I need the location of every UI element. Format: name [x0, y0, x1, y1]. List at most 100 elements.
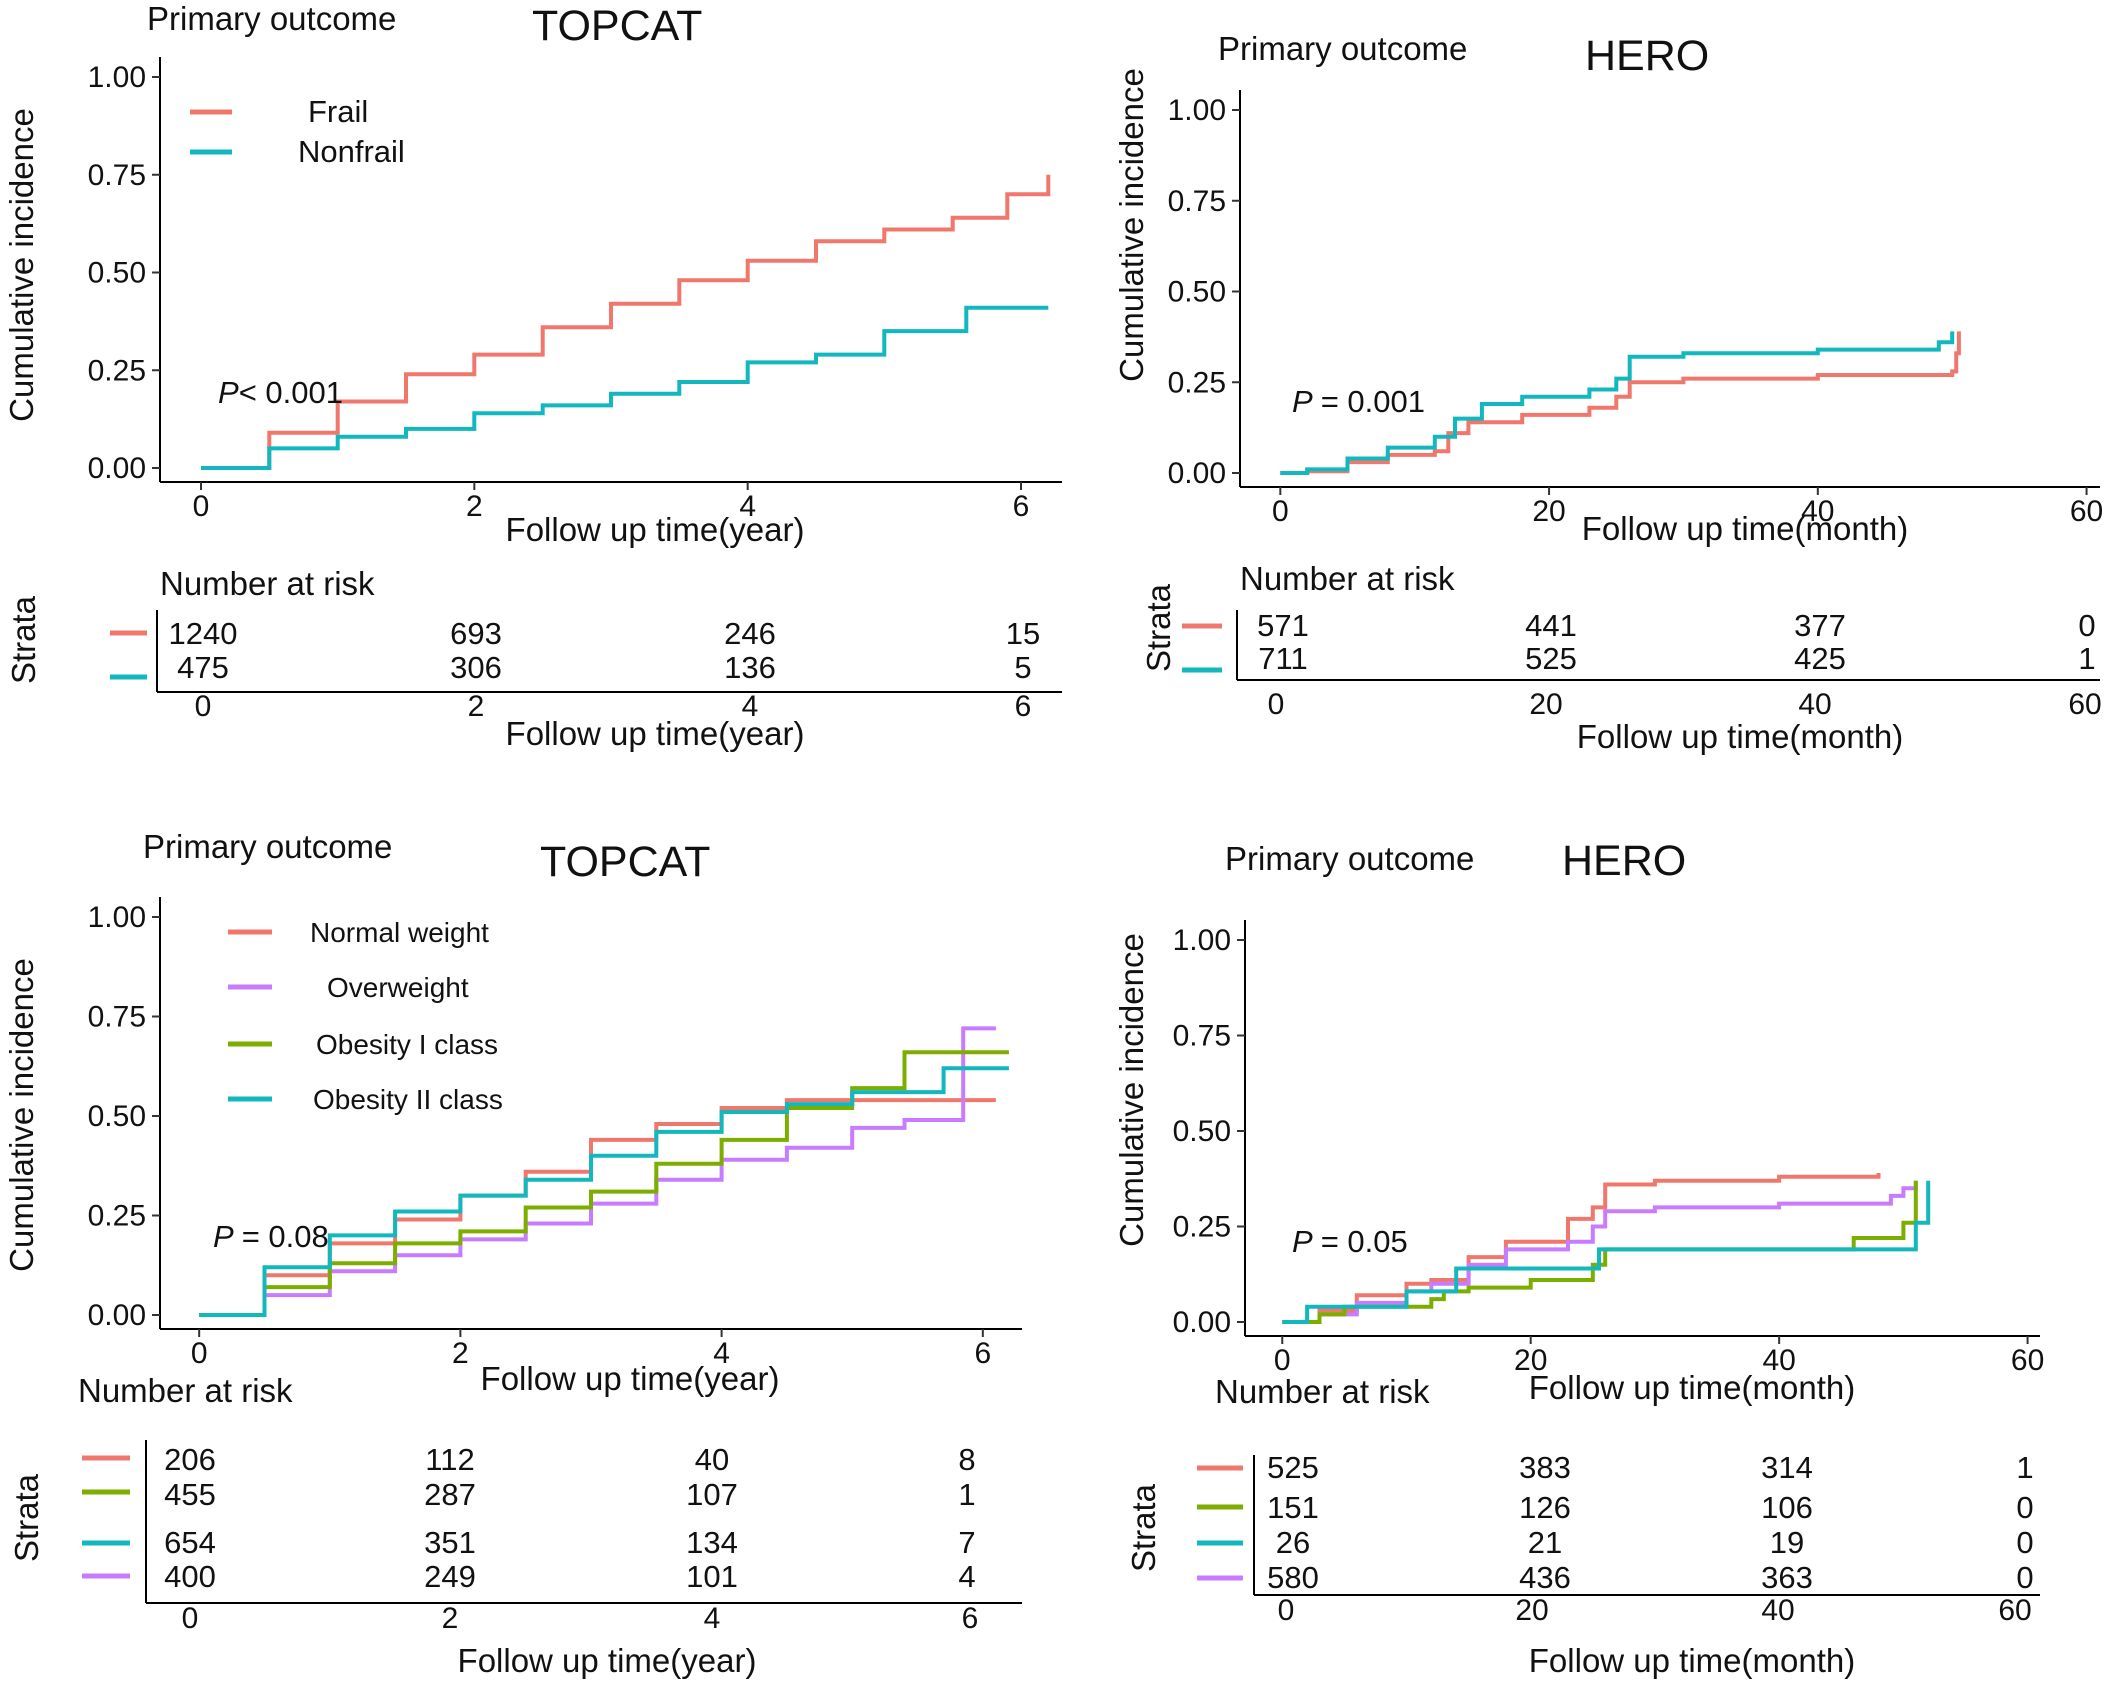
risk-d-r2-c1: 151	[1267, 1490, 1319, 1525]
y-tick-label: 0.50	[1168, 276, 1226, 309]
risk-d-r4-c1: 580	[1267, 1560, 1319, 1595]
x-tick-label: 6	[1013, 490, 1030, 523]
panel-b-ylabel: Cumulative incidence	[1113, 68, 1150, 382]
panel-b-title: HERO	[1585, 32, 1709, 80]
series-line-4	[199, 1066, 1009, 1317]
risk-c-xtick: 0	[182, 1602, 199, 1635]
risk-c-xtick: 4	[704, 1602, 721, 1635]
x-tick-label: 0	[193, 490, 210, 523]
risk-d-xtick: 60	[1998, 1594, 2031, 1627]
legend-label-overweight: Overweight	[327, 972, 469, 1003]
risk-c-r2-c4: 1	[958, 1477, 975, 1512]
y-tick-label: 0.00	[88, 452, 146, 485]
legend-label-obesity-1: Obesity I class	[316, 1029, 498, 1060]
risk-b-xtick: 40	[1798, 688, 1831, 721]
panel-a-pvalue: P< 0.001	[218, 375, 343, 410]
series-line-2	[1282, 1180, 1918, 1324]
panel-a-risk-xlabel: Follow up time(year)	[506, 715, 805, 752]
panel-a-risk-title: Number at risk	[160, 565, 375, 602]
y-tick-label: 0.25	[1173, 1211, 1231, 1244]
x-tick-label: 60	[2011, 1344, 2044, 1377]
risk-a-r1-c1: 1240	[169, 616, 238, 651]
y-tick-label: 0.00	[1173, 1306, 1231, 1339]
risk-a-xtick: 2	[468, 690, 485, 723]
y-tick-label: 0.75	[88, 159, 146, 192]
series-line-4	[1282, 1180, 1931, 1324]
panel-a-subtitle: Primary outcome	[147, 0, 396, 37]
risk-d-xtick: 40	[1761, 1594, 1794, 1627]
risk-a-r1-c4: 15	[1006, 616, 1040, 651]
panel-d-risk-table: Number at risk Strata 525 383 314 1 151 …	[1125, 1373, 2040, 1679]
risk-b-xtick: 60	[2068, 688, 2101, 721]
x-tick-label: 20	[1532, 495, 1565, 528]
risk-b-xtick: 20	[1529, 688, 1562, 721]
panel-a-pvalue-text: < 0.001	[239, 375, 343, 410]
legend-label-nonfrail: Nonfrail	[298, 134, 405, 169]
y-tick-label: 1.00	[88, 61, 146, 94]
series-line-1	[199, 1098, 996, 1317]
risk-c-r1-c4: 8	[958, 1442, 975, 1477]
risk-a-xtick: 4	[742, 690, 759, 723]
x-tick-label: 60	[2070, 495, 2103, 528]
legend-label-normal-weight: Normal weight	[310, 917, 489, 948]
series-line-2	[201, 305, 1049, 470]
panel-c-risk-table: Number at risk Strata 206 112 40 8 455 2…	[8, 1372, 1022, 1679]
risk-c-r1-c3: 40	[695, 1442, 729, 1477]
panel-c-title: TOPCAT	[540, 838, 710, 886]
risk-b-r1-c3: 377	[1794, 608, 1846, 643]
p-symbol: P	[218, 375, 239, 410]
panel-b-pvalue-text: = 0.001	[1321, 384, 1425, 419]
x-tick-label: 0	[191, 1337, 208, 1370]
risk-d-xtick: 20	[1515, 1594, 1548, 1627]
panel-a-xlabel: Follow up time(year)	[506, 511, 805, 548]
x-tick-label: 6	[974, 1337, 991, 1370]
risk-b-r2-c3: 425	[1794, 641, 1846, 676]
y-tick-label: 0.00	[88, 1299, 146, 1332]
risk-c-r4-c4: 4	[958, 1559, 975, 1594]
series-line-2	[1280, 331, 1955, 475]
y-tick-label: 0.25	[88, 1200, 146, 1233]
risk-d-r3-c4: 0	[2016, 1525, 2033, 1560]
panel-a-axes: 0.00 0.25 0.50 0.75 1.00 0 2 4 6	[88, 57, 1062, 523]
risk-d-r4-c4: 0	[2016, 1560, 2033, 1595]
risk-d-r3-c1: 26	[1276, 1525, 1310, 1560]
panel-b-axes: 0.00 0.25 0.50 0.75 1.00 0 20 40 60	[1168, 90, 2103, 528]
panel-b-subtitle: Primary outcome	[1218, 30, 1467, 67]
risk-b-r1-c4: 0	[2078, 608, 2095, 643]
panel-b-risk-title: Number at risk	[1240, 560, 1455, 597]
risk-d-r3-c3: 19	[1770, 1525, 1804, 1560]
risk-a-r2-c2: 306	[450, 650, 502, 685]
panel-a-legend: Frail Nonfrail	[190, 94, 405, 169]
risk-a-xtick: 6	[1015, 690, 1032, 723]
x-tick-label: 2	[466, 490, 483, 523]
panel-c-legend: Normal weight Overweight Obesity I class…	[228, 917, 503, 1115]
panel-a-strata-label: Strata	[5, 595, 42, 684]
y-tick-label: 0.75	[88, 1001, 146, 1034]
p-symbol: P	[213, 1219, 234, 1254]
x-tick-label: 40	[1801, 495, 1834, 528]
risk-c-r1-c2: 112	[425, 1442, 474, 1477]
risk-c-r3-c2: 351	[424, 1525, 476, 1560]
risk-d-r1-c4: 1	[2016, 1450, 2033, 1485]
panel-d-xlabel: Follow up time(month)	[1529, 1369, 1855, 1406]
panel-a-ylabel: Cumulative incidence	[3, 108, 40, 422]
panel-b-strata-label: Strata	[1140, 583, 1177, 672]
panel-d-risk-title: Number at risk	[1215, 1373, 1430, 1410]
panel-a: Primary outcome TOPCAT Cumulative incide…	[3, 0, 1062, 752]
y-tick-label: 0.50	[88, 257, 146, 290]
risk-b-r2-c4: 1	[2078, 641, 2095, 676]
panel-d-title: HERO	[1562, 837, 1686, 885]
panel-c-risk-title: Number at risk	[78, 1372, 293, 1409]
y-tick-label: 0.50	[88, 1100, 146, 1133]
risk-d-r3-c2: 21	[1528, 1525, 1562, 1560]
risk-a-r2-c4: 5	[1014, 650, 1031, 685]
series-line-1	[1282, 1173, 1881, 1324]
panel-d-ylabel: Cumulative incidence	[1113, 933, 1150, 1247]
panel-d-subtitle: Primary outcome	[1225, 840, 1474, 877]
risk-c-r4-c2: 249	[424, 1559, 476, 1594]
risk-c-r3-c3: 134	[686, 1525, 738, 1560]
panel-d-pvalue-text: = 0.05	[1321, 1224, 1408, 1259]
risk-d-r1-c2: 383	[1519, 1450, 1571, 1485]
panel-a-title: TOPCAT	[532, 2, 702, 50]
risk-d-r2-c4: 0	[2016, 1490, 2033, 1525]
